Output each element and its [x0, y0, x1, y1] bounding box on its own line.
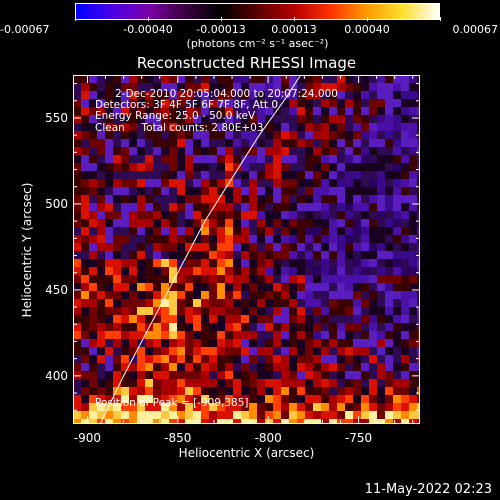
colorbar-tick-label: -0.00067 [0, 23, 50, 36]
x-tick-label: -800 [254, 431, 282, 445]
colorbar-tick-label: -0.00013 [196, 23, 246, 36]
x-tick-label: -750 [344, 431, 373, 445]
colorbar-gradient [76, 4, 439, 19]
colorbar-tick-mark [74, 17, 76, 21]
info-clean-counts: Clean Total counts: 2.80E+03 [95, 122, 264, 134]
peak-position-label: Position of Peak = [-909,385] [95, 397, 249, 409]
colorbar-tick-mark [220, 17, 222, 21]
y-tick-label: 500 [45, 196, 68, 211]
x-tick-label: -850 [164, 431, 192, 445]
colorbar-tick-mark [147, 17, 149, 21]
image-plot: 2-Dec-2010 20:05:04.000 to 20:07:24.000 … [73, 75, 420, 424]
x-axis-label: Heliocentric X (arcsec) [178, 446, 315, 460]
colorbar [75, 3, 440, 20]
heatmap-canvas [73, 75, 420, 424]
colorbar-tick-label: -0.00040 [123, 23, 173, 36]
x-tick-label: -900 [73, 431, 102, 445]
colorbar-units: (photons cm⁻² s⁻¹ asec⁻²) [186, 37, 329, 50]
colorbar-tick-label: 0.00067 [452, 23, 499, 36]
colorbar-tick-label: 0.00013 [271, 23, 317, 36]
y-axis-label: Heliocentric Y (arcsec) [20, 182, 34, 318]
info-energy-range: Energy Range: 25.0 - 50.0 keV [95, 110, 256, 122]
info-detectors: Detectors: 3F 4F 5F 6F 7F 8F, Att 0 [95, 99, 279, 111]
info-time-range: 2-Dec-2010 20:05:04.000 to 20:07:24.000 [115, 88, 338, 100]
solar-limb-line [99, 75, 302, 424]
heatmap-cells [73, 75, 420, 424]
footer-timestamp: 11-May-2022 02:23 [364, 482, 492, 497]
y-tick-label: 450 [45, 282, 68, 297]
colorbar-tick-mark [366, 17, 368, 21]
y-tick-label: 400 [45, 368, 68, 383]
colorbar-tick-mark [439, 17, 441, 21]
colorbar-tick-label: 0.00040 [344, 23, 390, 36]
y-tick-label: 550 [45, 110, 68, 125]
plot-title: Reconstructed RHESSI Image [136, 54, 357, 72]
plot-frame [73, 75, 420, 424]
colorbar-tick-mark [293, 17, 295, 21]
